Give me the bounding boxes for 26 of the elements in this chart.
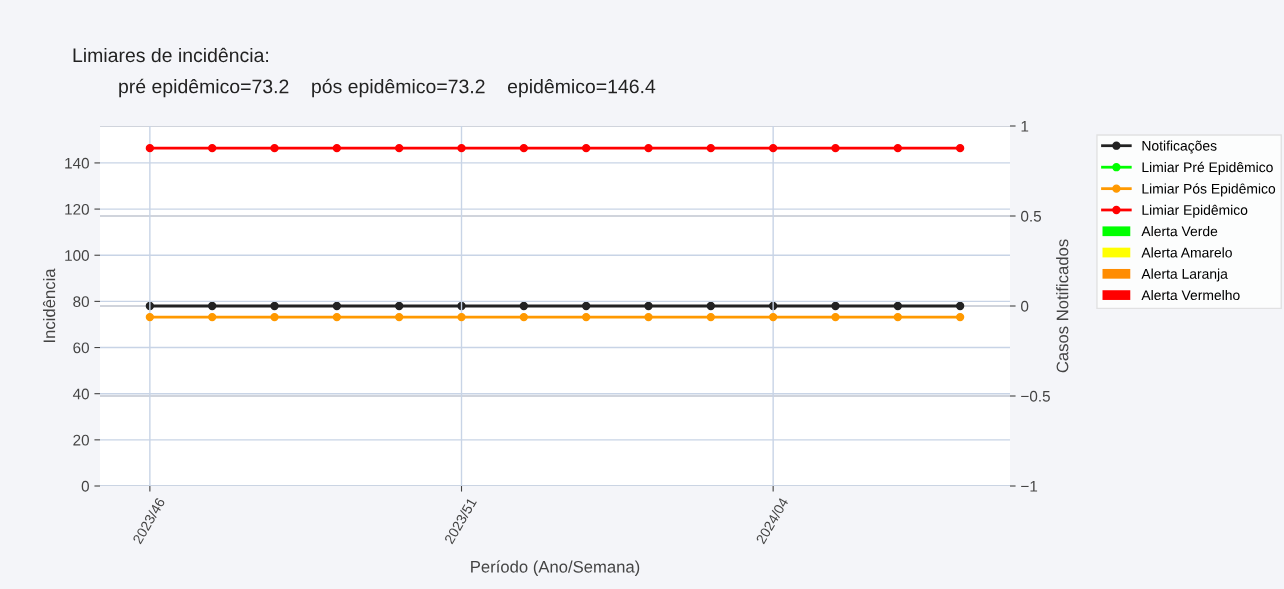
y2-tick-label: 0 (1021, 300, 1029, 312)
y-tick-label: 40 (72, 388, 89, 400)
y-tick-label: 100 (65, 250, 89, 261)
legend-label: Notificações (1142, 140, 1217, 154)
y-axis-title: Incidência (42, 268, 56, 342)
legend-label: Alerta Laranja (1141, 268, 1228, 282)
y2-axis-title: Casos Notificados (1056, 239, 1069, 373)
y-tick-label: 60 (73, 342, 89, 354)
y-tick-label: 0 (81, 480, 89, 492)
y2-tick-label: 0.5 (1021, 210, 1042, 222)
chart-subtitle: pré epidêmico=73.2 pós epidêmico=73.2 epidêmico=146.4 (119, 78, 656, 98)
y-tick-label: 80 (73, 296, 89, 308)
legend-label: Alerta Verde (1141, 226, 1218, 237)
legend-label: Limiar Pré Epidêmico (1142, 161, 1273, 175)
legend-label: Limiar Pós Epidêmico (1142, 183, 1276, 197)
x-axis-title: Período (Ano/Semana) (471, 560, 640, 576)
y2-tick-label: −0.5 (1021, 390, 1050, 402)
y2-tick-label: 1 (1021, 121, 1029, 132)
chart-title: Limiares de incidência: (73, 47, 269, 63)
y2-tick-label: −1 (1021, 481, 1038, 492)
legend-label: Limiar Epidêmico (1142, 204, 1248, 218)
y-tick-label: 140 (65, 157, 89, 169)
y-tick-label: 120 (65, 203, 89, 215)
legend-label: Alerta Amarelo (1141, 247, 1232, 258)
y-tick-label: 20 (73, 434, 89, 446)
legend-label: Alerta Vermelho (1141, 289, 1240, 301)
